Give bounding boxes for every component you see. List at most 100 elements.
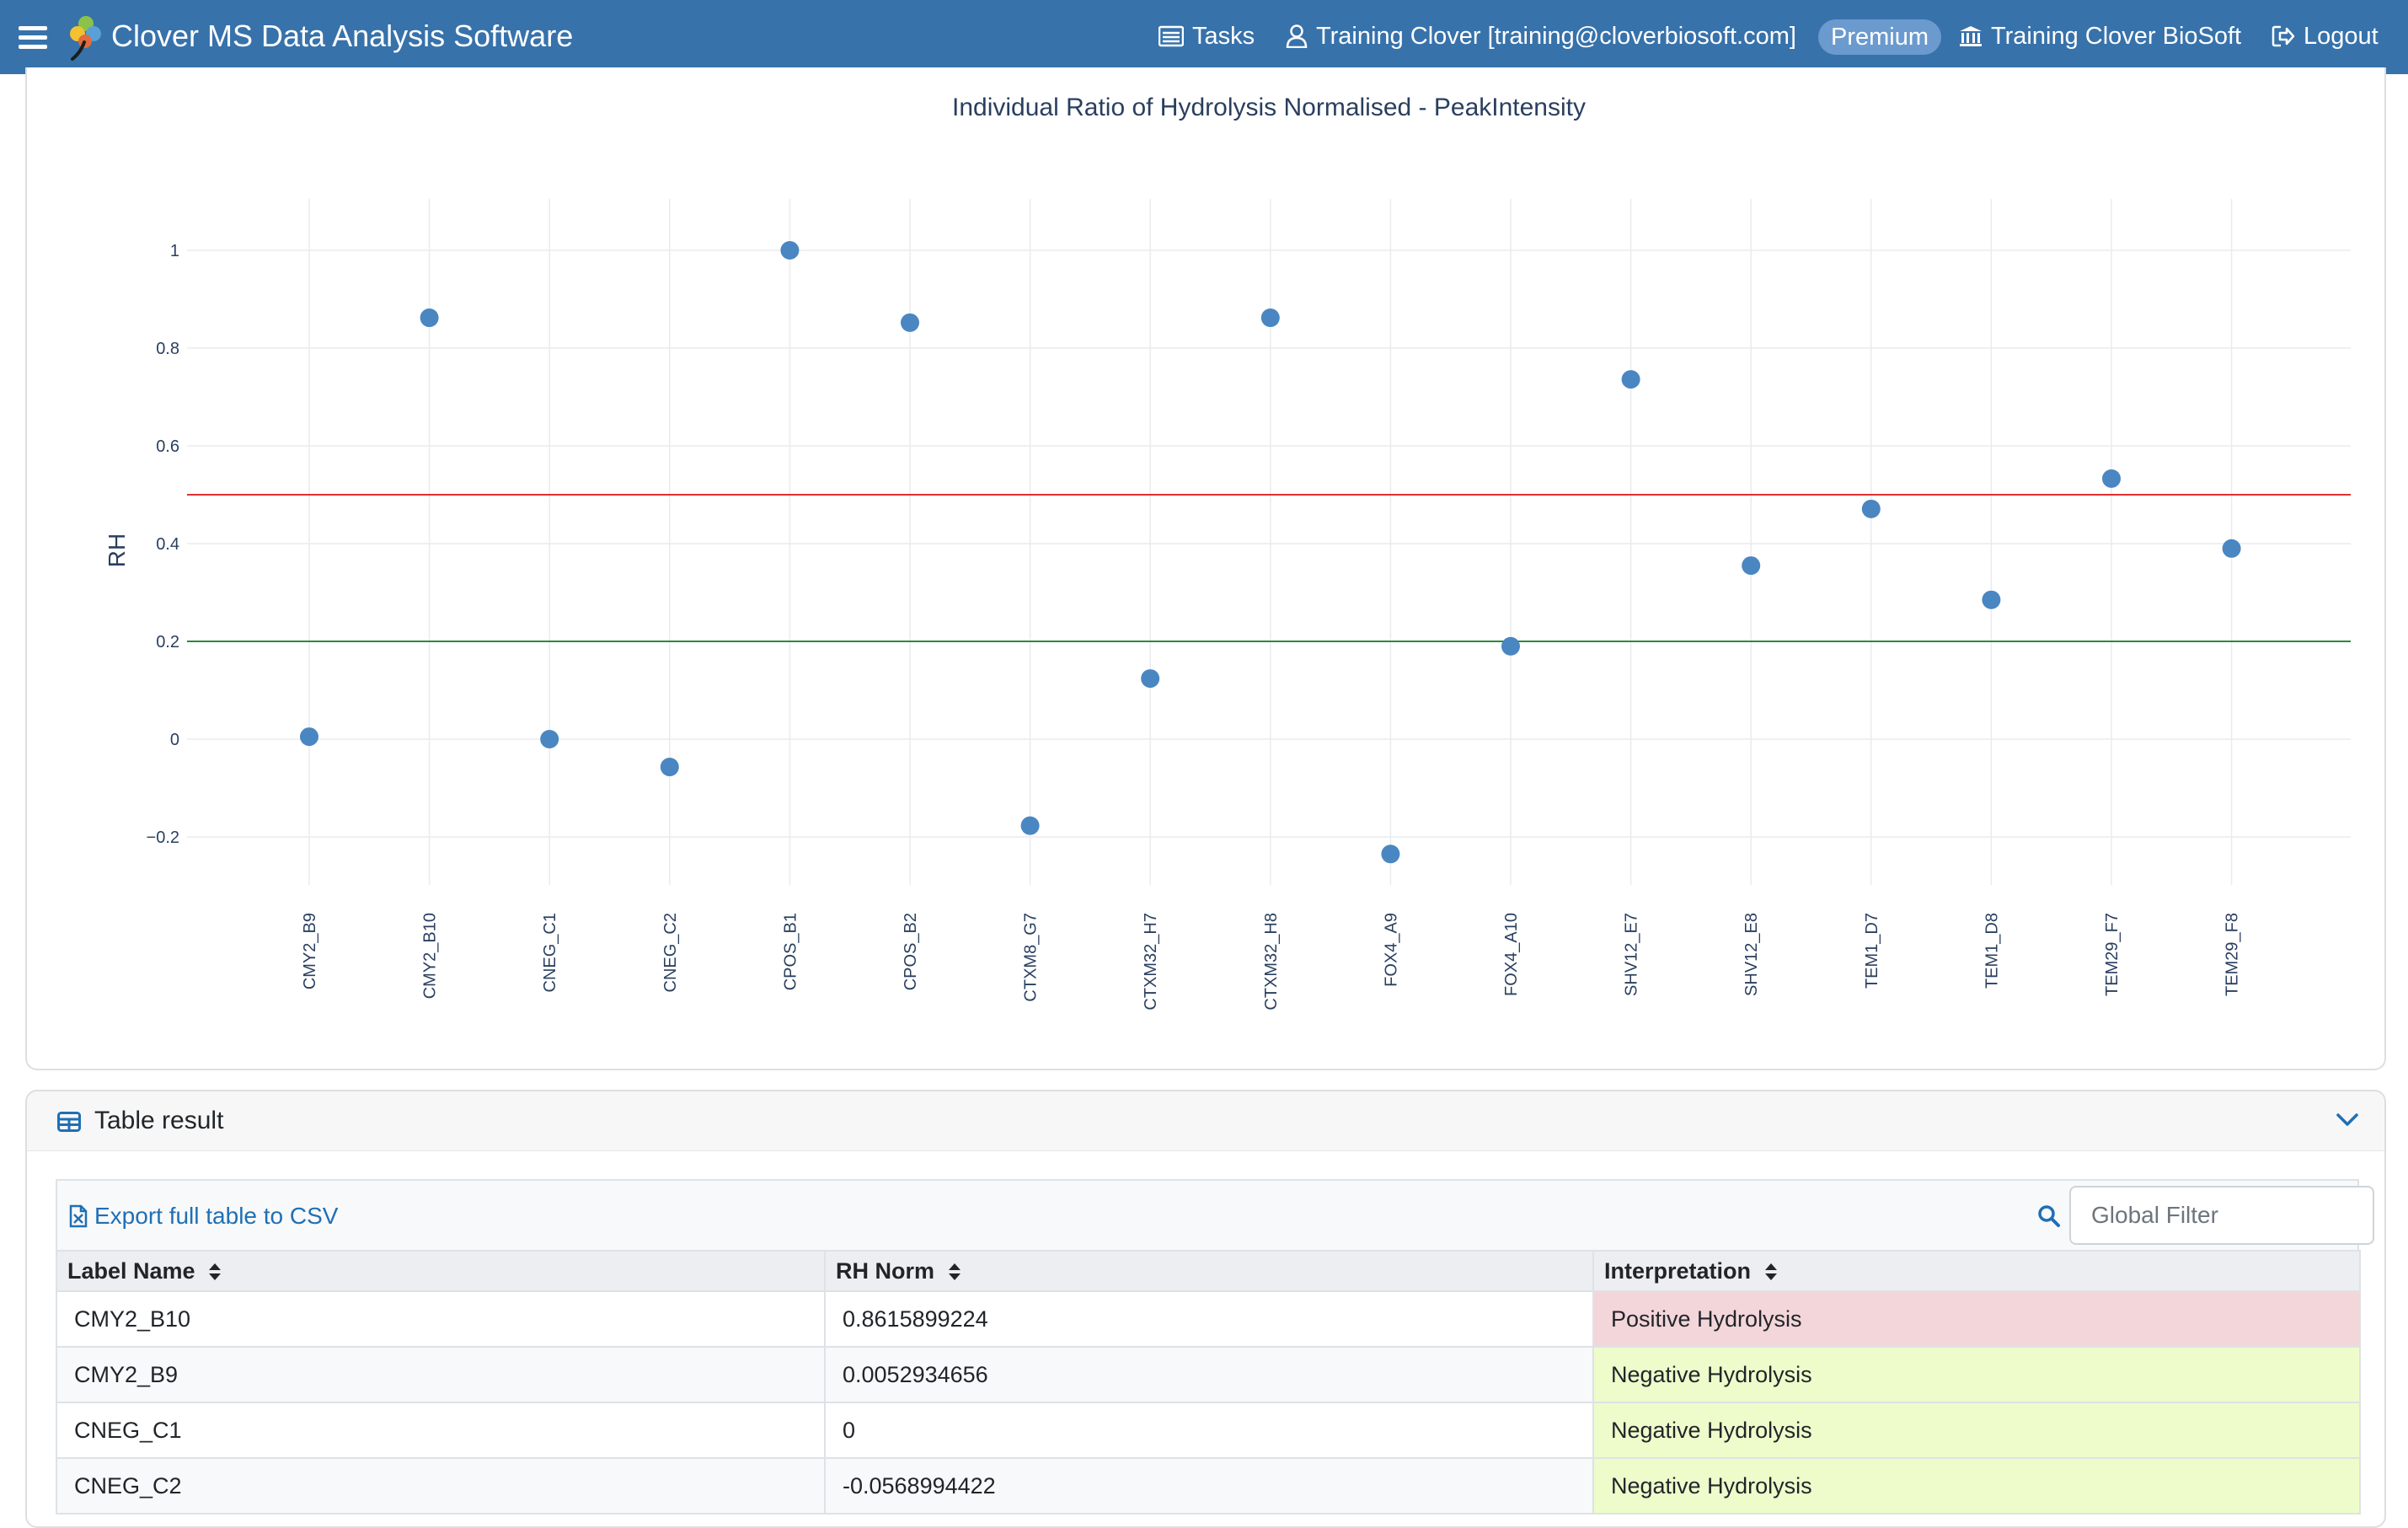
logout-icon <box>2272 25 2295 47</box>
cell-interpretation: Negative Hydrolysis <box>1592 1402 2361 1459</box>
data-point[interactable] <box>660 758 679 777</box>
x-tick-label: CPOS_B2 <box>902 913 920 990</box>
table-toolbar: Export full table to CSV <box>56 1179 2374 1252</box>
search-icon <box>2038 1205 2060 1227</box>
data-point[interactable] <box>1621 370 1640 389</box>
user-label: Training Clover [training@cloverbiosoft.… <box>1316 22 1796 50</box>
rh-scatter-chart: Individual Ratio of Hydrolysis Normalise… <box>104 94 2351 1011</box>
user-menu[interactable]: Training Clover [training@cloverbiosoft.… <box>1286 17 1796 56</box>
table-row[interactable]: CNEG_C1 0 Negative Hydrolysis <box>56 1402 2361 1459</box>
menu-icon[interactable] <box>19 24 49 50</box>
chart-title: Individual Ratio of Hydrolysis Normalise… <box>952 94 1586 121</box>
plan-badge: Premium <box>1818 19 1941 55</box>
organization-label: Training Clover BioSoft <box>1991 22 2242 50</box>
sort-icon <box>948 1263 961 1281</box>
column-header-interpretation[interactable]: Interpretation <box>1592 1250 2361 1292</box>
global-filter-input[interactable] <box>2069 1186 2374 1245</box>
organization-link[interactable]: Training Clover BioSoft <box>1959 17 2241 56</box>
csv-file-icon <box>69 1204 88 1228</box>
column-header-label-name[interactable]: Label Name <box>56 1250 826 1292</box>
data-point[interactable] <box>2222 539 2241 558</box>
data-point[interactable] <box>1861 499 1881 518</box>
y-tick-label: 0.4 <box>156 535 179 554</box>
y-tick-label: 0.2 <box>156 633 179 651</box>
x-tick-label: CTXM8_G7 <box>1022 913 1041 1002</box>
data-point[interactable] <box>1260 308 1280 328</box>
x-tick-label: SHV12_E8 <box>1742 913 1761 996</box>
cell-rh-norm: 0.8615899224 <box>824 1290 1594 1348</box>
table-row[interactable]: CNEG_C2 -0.0568994422 Negative Hydrolysi… <box>56 1457 2361 1515</box>
data-point[interactable] <box>420 308 439 328</box>
tasks-link[interactable]: Tasks <box>1159 17 1255 56</box>
table-row[interactable]: CMY2_B9 0.0052934656 Negative Hydrolysis <box>56 1346 2361 1403</box>
column-header-text: RH Norm <box>836 1257 935 1284</box>
cell-rh-norm: 0.0052934656 <box>824 1346 1594 1403</box>
sort-icon <box>209 1263 222 1281</box>
x-tick-label: SHV12_E7 <box>1623 913 1641 996</box>
x-tick-label: TEM29_F7 <box>2103 913 2122 996</box>
user-icon <box>1286 24 1308 48</box>
cell-interpretation: Negative Hydrolysis <box>1592 1457 2361 1515</box>
data-point[interactable] <box>540 730 559 748</box>
x-tick-label: TEM1_D8 <box>1983 913 2001 989</box>
x-tick-label: CTXM32_H8 <box>1262 913 1281 1011</box>
cell-interpretation: Positive Hydrolysis <box>1592 1290 2361 1348</box>
data-point[interactable] <box>1020 816 1040 835</box>
x-tick-label: FOX4_A9 <box>1382 913 1400 987</box>
data-point[interactable] <box>1982 590 2001 609</box>
chart-card <box>25 67 2386 1070</box>
app-title: Clover MS Data Analysis Software <box>111 19 574 53</box>
y-axis-label: RH <box>104 533 130 567</box>
y-tick-label: 0.8 <box>156 340 179 358</box>
logout-label: Logout <box>2304 22 2379 50</box>
x-tick-label: CMY2_B9 <box>301 913 319 989</box>
x-tick-label: TEM29_F8 <box>2223 913 2242 996</box>
data-point[interactable] <box>1742 556 1761 576</box>
cell-rh-norm: -0.0568994422 <box>824 1457 1594 1515</box>
institution-icon <box>1960 26 1982 46</box>
cell-label: CMY2_B10 <box>56 1290 826 1348</box>
table-result-title: Table result <box>94 1107 224 1134</box>
data-point[interactable] <box>1381 844 1400 864</box>
y-tick-label: −0.2 <box>147 828 179 847</box>
x-tick-label: FOX4_A10 <box>1502 913 1521 996</box>
column-header-text: Interpretation <box>1604 1257 1752 1284</box>
clover-logo-icon <box>70 16 101 61</box>
cell-label: CMY2_B9 <box>56 1346 826 1403</box>
export-csv-label: Export full table to CSV <box>94 1203 339 1229</box>
top-navbar: Clover MS Data Analysis Software Tasks T… <box>0 0 2408 74</box>
cell-interpretation: Negative Hydrolysis <box>1592 1346 2361 1403</box>
data-point[interactable] <box>901 313 919 332</box>
x-tick-label: CNEG_C1 <box>541 913 559 992</box>
table-result-header[interactable]: Table result <box>27 1091 2384 1151</box>
sort-icon <box>1764 1263 1777 1281</box>
table-header-row: Label Name RH Norm Interpretation <box>56 1250 2361 1292</box>
column-header-text: Label Name <box>67 1257 195 1284</box>
tasks-icon <box>1159 25 1184 47</box>
data-point[interactable] <box>1141 669 1160 689</box>
chevron-down-icon[interactable] <box>2336 1112 2359 1129</box>
export-csv-link[interactable]: Export full table to CSV <box>69 1201 338 1231</box>
x-tick-label: CPOS_B1 <box>781 913 800 990</box>
x-tick-label: CTXM32_H7 <box>1142 913 1160 1011</box>
column-header-rh-norm[interactable]: RH Norm <box>824 1250 1594 1292</box>
x-tick-label: CMY2_B10 <box>421 913 440 999</box>
data-point[interactable] <box>2102 469 2121 488</box>
data-point[interactable] <box>1501 636 1520 656</box>
logout-button[interactable]: Logout <box>2272 17 2379 56</box>
cell-rh-norm: 0 <box>824 1402 1594 1459</box>
table-result-card: Table result Export full table to CSV La… <box>25 1090 2386 1528</box>
data-point[interactable] <box>780 241 800 260</box>
x-tick-label: CNEG_C2 <box>661 913 680 992</box>
x-tick-label: TEM1_D7 <box>1863 913 1881 989</box>
results-table: Label Name RH Norm Interpretation CMY2_B… <box>56 1250 2361 1515</box>
table-icon <box>57 1112 81 1132</box>
cell-label: CNEG_C1 <box>56 1402 826 1459</box>
tasks-label: Tasks <box>1192 22 1255 50</box>
cell-label: CNEG_C2 <box>56 1457 826 1515</box>
y-tick-label: 1 <box>170 242 179 260</box>
y-tick-label: 0.6 <box>156 437 179 456</box>
table-row[interactable]: CMY2_B10 0.8615899224 Positive Hydrolysi… <box>56 1290 2361 1348</box>
data-point[interactable] <box>300 727 318 747</box>
y-tick-label: 0 <box>170 731 179 749</box>
